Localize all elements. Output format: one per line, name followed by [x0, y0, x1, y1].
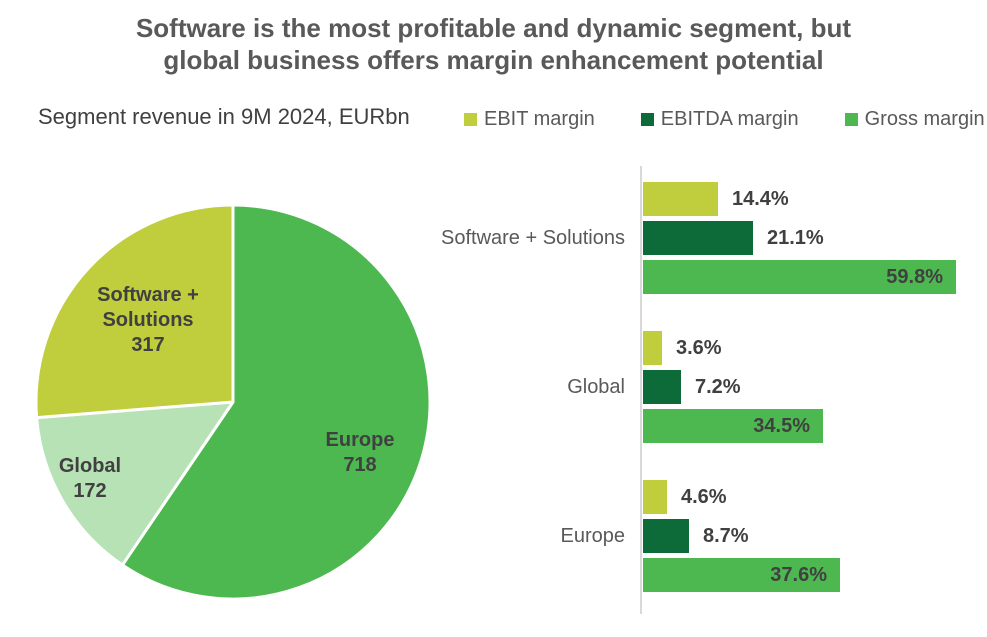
pie-slice-name: Global: [58, 455, 122, 477]
bar-ebit-margin-europe: [643, 480, 667, 514]
bar-ebit-margin-global: [643, 331, 662, 365]
legend-item-ebitda-margin: EBITDA margin: [640, 108, 799, 131]
pie-slice-value: 172: [73, 480, 107, 502]
bar-gross-margin-global: 34.5%: [643, 409, 823, 443]
legend-label-gross: Gross margin: [864, 108, 985, 130]
bar-ebitda-margin-europe: [643, 519, 689, 553]
bar-row: 37.6%: [643, 558, 971, 592]
bar-gross-margin-software-solutions: 59.8%: [643, 260, 956, 294]
pie-slice-value: 317: [131, 334, 165, 356]
bar-value-label: 3.6%: [676, 337, 722, 359]
pie-slice-name: Software + Solutions: [97, 284, 199, 331]
bar-row: 4.6%: [643, 480, 971, 514]
legend-swatch-gross: [844, 113, 858, 126]
bar-group-software-solutions: 14.4% 21.1% 59.8%: [643, 182, 971, 299]
bar-chart: 14.4% 21.1% 59.8% Software + Solutions 3.6% 7…: [441, 166, 971, 614]
page-title-line1: Software is the most profitable and dyna…: [135, 13, 852, 43]
chart-subtitle: Segment revenue in 9M 2024, EURbn: [38, 104, 410, 129]
legend-label-ebit: EBIT margin: [484, 108, 595, 130]
bar-group-global: 3.6% 7.2% 34.5%: [643, 331, 971, 448]
pie-chart: [34, 203, 432, 601]
bar-category-label-global: Global: [567, 376, 625, 398]
bar-value-label: 21.1%: [767, 227, 824, 249]
bar-row: 14.4%: [643, 182, 971, 216]
bar-row: 21.1%: [643, 221, 971, 255]
pie-slice-global: [35, 400, 235, 567]
bar-row: 59.8%: [643, 260, 971, 294]
legend-label-ebitda: EBITDA margin: [660, 108, 799, 130]
legend-item-gross-margin: Gross margin: [844, 108, 985, 131]
bar-row: 3.6%: [643, 331, 971, 365]
bar-value-label: 4.6%: [681, 486, 727, 508]
legend-item-ebit-margin: EBIT margin: [464, 108, 595, 131]
pie-slice-label-global: Global 172: [30, 454, 150, 504]
bar-row: 7.2%: [643, 370, 971, 404]
bar-value-label: 14.4%: [732, 188, 789, 210]
bar-gross-margin-europe: 37.6%: [643, 558, 840, 592]
bar-category-label-software-solutions: Software + Solutions: [441, 227, 625, 249]
pie-slice-software-solutions: [34, 203, 235, 420]
legend-swatch-ebit: [464, 113, 477, 126]
bar-category-label-europe: Europe: [560, 525, 626, 547]
bar-ebitda-margin-global: [643, 370, 681, 404]
bar-value-label: 7.2%: [695, 376, 741, 398]
page-title: Software is the most profitable and dyna…: [0, 12, 987, 76]
legend-swatch-ebitda: [640, 113, 654, 126]
page-title-line2: global business offers margin enhancemen…: [163, 45, 824, 75]
pie-slice-europe: [120, 203, 432, 601]
bar-ebitda-margin-software-solutions: [643, 221, 753, 255]
pie-slice-label-software-solutions: Software + Solutions 317: [63, 283, 233, 358]
bar-row: 8.7%: [643, 519, 971, 553]
bar-group-europe: 4.6% 8.7% 37.6%: [643, 480, 971, 597]
pie-slice-value: 718: [343, 454, 377, 476]
bar-row: 34.5%: [643, 409, 971, 443]
pie-slice-label-europe: Europe 718: [300, 428, 420, 478]
bar-value-label: 8.7%: [703, 525, 749, 547]
bar-ebit-margin-software-solutions: [643, 182, 718, 216]
legend: EBIT margin EBITDA margin Gross margin: [464, 108, 985, 131]
pie-slice-name: Europe: [325, 429, 395, 451]
